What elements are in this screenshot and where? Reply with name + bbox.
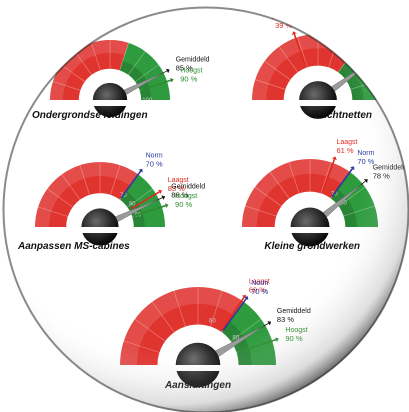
globe-shading	[3, 7, 409, 412]
